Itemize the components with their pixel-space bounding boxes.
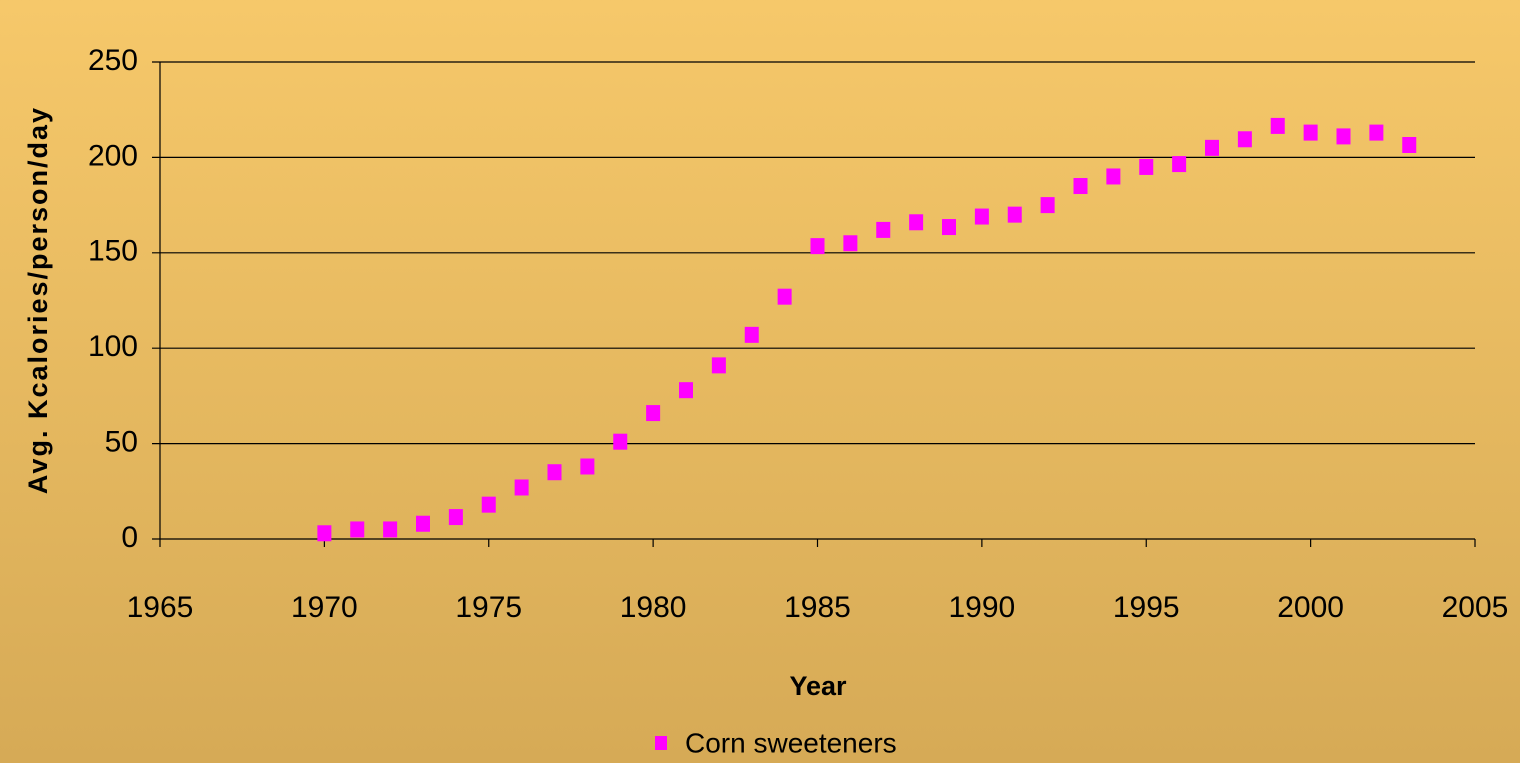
marker <box>1139 158 1154 175</box>
marker <box>481 496 496 513</box>
y-tick-label: 200 <box>88 139 138 172</box>
x-tick-label: 1990 <box>949 591 1016 624</box>
marker <box>1303 124 1318 141</box>
legend-label: Corn sweeteners <box>685 727 897 758</box>
marker <box>1172 156 1187 173</box>
marker <box>810 238 825 255</box>
y-tick-label: 50 <box>105 426 138 459</box>
x-tick-label: 1965 <box>127 591 194 624</box>
x-tick-label: 1985 <box>784 591 851 624</box>
marker <box>974 208 989 225</box>
marker <box>416 515 430 532</box>
marker <box>646 405 661 422</box>
marker <box>317 525 332 542</box>
marker <box>1040 197 1055 214</box>
y-tick-label: 250 <box>88 44 138 77</box>
x-tick-label: 1980 <box>620 591 687 624</box>
marker <box>350 521 365 538</box>
marker <box>1007 206 1022 223</box>
x-tick-label: 2005 <box>1442 591 1509 624</box>
marker <box>1073 178 1088 195</box>
marker <box>580 458 595 475</box>
marker <box>679 382 693 399</box>
marker <box>448 509 463 526</box>
x-tick-label: 1995 <box>1113 591 1180 624</box>
y-axis-title: Avg. Kcalories/person/day <box>23 106 53 494</box>
marker <box>876 221 891 238</box>
marker <box>843 235 858 252</box>
x-tick-label: 2000 <box>1277 591 1344 624</box>
marker <box>909 214 924 231</box>
y-tick-label: 150 <box>88 235 138 268</box>
marker <box>383 521 398 538</box>
marker <box>1336 128 1351 145</box>
marker <box>613 433 628 450</box>
marker <box>777 288 792 305</box>
marker <box>1369 124 1384 141</box>
marker <box>744 326 759 343</box>
marker <box>1205 139 1219 156</box>
marker <box>1237 131 1252 148</box>
x-tick-label: 1975 <box>455 591 522 624</box>
marker <box>1270 117 1285 134</box>
marker <box>514 479 529 496</box>
marker <box>711 357 726 374</box>
legend-marker <box>655 736 667 750</box>
y-tick-label: 100 <box>88 330 138 363</box>
marker <box>547 464 562 481</box>
y-tick-label: 0 <box>121 521 138 554</box>
x-axis-title: Year <box>789 671 847 701</box>
marker <box>1106 168 1121 185</box>
x-tick-label: 1970 <box>291 591 358 624</box>
marker <box>942 219 956 236</box>
marker <box>1402 136 1417 153</box>
